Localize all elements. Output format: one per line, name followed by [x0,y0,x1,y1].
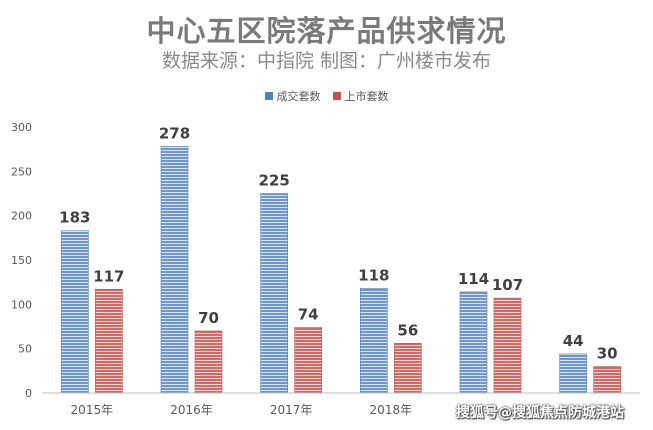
bar-1-5 [593,366,621,394]
data-label-1-3: 56 [397,321,418,339]
data-label-1-0: 117 [93,267,124,285]
bar-1-2 [294,327,322,394]
y-tick-label-1: 50 [18,343,32,356]
legend-label-series-0: 成交套数 [276,90,321,103]
data-label-0-1: 278 [159,125,190,143]
bar-1-3 [394,343,422,394]
legend-item-series-1: 上市套数 [332,88,389,104]
bar-1-4 [493,297,522,394]
y-tick-label-0: 0 [25,387,32,400]
data-label-1-5: 30 [597,344,618,362]
y-tick-label-4: 200 [11,210,32,223]
data-label-0-5: 44 [563,332,584,350]
y-tick-label-3: 150 [11,254,32,267]
data-label-0-4: 114 [458,270,489,288]
chart-subtitle: 数据来源：中指院 制图：广州楼市发布 [161,50,492,72]
data-label-0-2: 225 [259,172,290,190]
x-tick-label-3: 2018年 [370,403,413,417]
bar-0-2 [260,193,288,394]
data-label-1-1: 70 [198,309,219,327]
legend: 成交套数 上市套数 [0,88,653,104]
bar-1-0 [95,288,123,394]
bar-0-0 [61,230,89,394]
legend-swatch-series-0 [264,92,273,100]
bar-0-1 [160,146,189,394]
watermark: 搜狐号@搜狐焦点防城港站 [456,405,624,421]
bar-0-4 [459,291,488,394]
data-label-1-4: 107 [492,276,523,294]
y-tick-label-5: 250 [11,165,32,178]
x-tick-label-2: 2017年 [270,403,313,417]
bar-1-1 [194,330,223,394]
chart-title: 中心五区院落产品供求情况 [146,14,507,48]
legend-swatch-series-1 [332,92,341,100]
x-tick-label-1: 2016年 [170,403,213,417]
data-label-0-3: 118 [358,266,389,284]
data-label-0-0: 183 [59,209,90,227]
bar-0-3 [360,288,388,394]
data-label-1-2: 74 [298,305,319,323]
legend-item-series-0: 成交套数 [264,88,321,104]
y-tick-label-2: 100 [11,298,32,311]
y-tick-label-6: 300 [11,121,32,134]
bar-0-5 [559,353,587,394]
x-tick-label-0: 2015年 [71,403,114,417]
legend-label-series-1: 上市套数 [344,90,389,103]
